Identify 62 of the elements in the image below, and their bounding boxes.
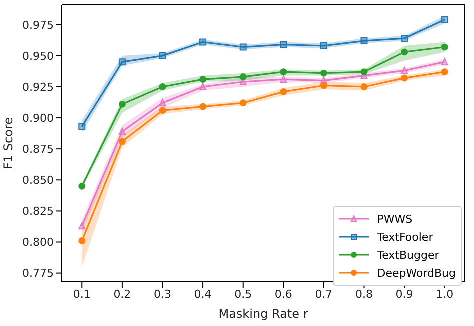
point [200, 103, 207, 110]
point [78, 238, 86, 245]
x-axis-title: Masking Rate r [218, 307, 308, 321]
x-tick-label: 0.8 [356, 288, 373, 301]
point [280, 68, 288, 76]
point [118, 138, 126, 146]
point [320, 82, 328, 90]
point [320, 70, 328, 77]
point [240, 74, 247, 81]
x-tick-label: 0.3 [154, 288, 172, 301]
point [78, 182, 86, 190]
point [159, 107, 166, 114]
point [118, 128, 126, 136]
y-tick-label: 0.950 [22, 50, 54, 63]
y-tick-label: 0.825 [22, 205, 54, 218]
point [118, 100, 126, 108]
point [280, 76, 288, 84]
point [200, 76, 207, 84]
x-tick-label: 0.2 [114, 288, 132, 301]
y-tick-label: 0.875 [22, 142, 54, 156]
x-tick-label: 0.5 [234, 288, 252, 301]
point [441, 44, 448, 51]
point [320, 42, 328, 50]
y-tick-label: 0.800 [22, 236, 54, 250]
point [360, 68, 368, 76]
point [441, 58, 448, 66]
x-tick-label: 0.4 [194, 288, 212, 301]
y-tick-label: 0.975 [22, 18, 54, 32]
y-tick-label: 0.850 [22, 174, 54, 188]
point [401, 74, 408, 82]
point [240, 44, 247, 51]
point [280, 41, 288, 48]
x-tick-label: 0.6 [274, 288, 292, 301]
point [200, 38, 207, 46]
point [200, 82, 207, 90]
legend-label: PWWS [377, 212, 413, 226]
legend-label: TextBugger [377, 248, 440, 262]
y-tick-label: 0.900 [22, 112, 54, 125]
point [280, 88, 288, 96]
legend-label: DeepWordBug [377, 266, 456, 280]
x-tick-label: 0.7 [315, 288, 333, 301]
point [159, 99, 166, 107]
point [360, 83, 368, 90]
point [401, 66, 408, 74]
x-tick-label: 0.1 [73, 288, 91, 301]
y-tick-label: 0.925 [22, 80, 54, 94]
point [360, 38, 368, 45]
point [441, 68, 448, 76]
point [159, 52, 166, 60]
point [401, 48, 408, 56]
y-axis-title: F1 Score [1, 118, 16, 170]
legend-label: TextFooler [377, 230, 434, 244]
point [401, 35, 408, 42]
point [159, 83, 166, 90]
point [441, 16, 448, 24]
point [78, 123, 86, 130]
point [78, 222, 86, 230]
point [240, 100, 247, 107]
point [118, 58, 126, 66]
x-tick-label: 0.9 [396, 288, 414, 301]
y-tick-label: 0.775 [22, 267, 54, 280]
x-tick-label: 1.0 [436, 288, 454, 301]
